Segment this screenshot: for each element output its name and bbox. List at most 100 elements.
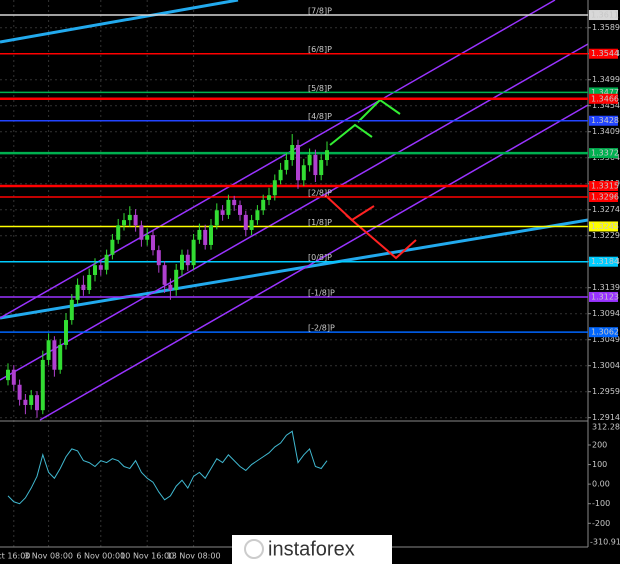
level-price-box bbox=[589, 181, 618, 192]
level-name: [4/8]P bbox=[308, 112, 332, 121]
candle-body bbox=[139, 225, 144, 240]
y-tick-label: 1.3274 bbox=[592, 205, 620, 214]
candle-body bbox=[290, 145, 295, 161]
candle-body bbox=[6, 369, 10, 381]
candle-body bbox=[151, 235, 155, 251]
arrow bbox=[345, 214, 417, 260]
trend-line bbox=[0, 218, 589, 320]
candle-body bbox=[11, 369, 16, 385]
candle-body bbox=[87, 274, 92, 291]
candle-body bbox=[17, 384, 22, 400]
candle-body bbox=[98, 265, 103, 270]
watermark-box bbox=[232, 535, 392, 564]
candle-body bbox=[284, 160, 289, 170]
candle-body bbox=[162, 265, 167, 285]
level-price-box bbox=[589, 327, 618, 338]
level-price-label: 1.3123 bbox=[591, 292, 619, 301]
candle-body bbox=[249, 220, 254, 230]
candle-body bbox=[69, 299, 74, 321]
candle-body bbox=[255, 210, 260, 221]
candle-body bbox=[243, 214, 248, 230]
level-price-label: 1.3245 bbox=[591, 222, 619, 231]
candle-body bbox=[319, 160, 324, 176]
y-tick-label: 1.3049 bbox=[592, 335, 620, 344]
level-price-label: 1.3315 bbox=[591, 182, 619, 191]
y-tick-label: 1.3409 bbox=[592, 127, 620, 136]
x-tick-label: 10 Nov 16:00 bbox=[120, 552, 174, 561]
candle-body bbox=[307, 154, 312, 166]
y-tick-label: 1.3499 bbox=[592, 75, 620, 84]
candle-body bbox=[58, 344, 63, 370]
level-price-label: 1.3466 bbox=[591, 94, 619, 103]
y-tick-label: 1.3004 bbox=[592, 361, 620, 370]
candle-body bbox=[209, 225, 213, 245]
candle-body bbox=[93, 265, 97, 275]
level-name: [2/8]P bbox=[308, 189, 332, 198]
y-limit-label: -310.914 bbox=[590, 538, 620, 547]
y-tick-label: 1.2914 bbox=[592, 413, 620, 422]
x-tick-label: 3 Nov 08:00 bbox=[24, 552, 73, 561]
y-tick-label: 200 bbox=[592, 440, 607, 449]
candle-body bbox=[301, 165, 306, 181]
level-name: [0/8]P bbox=[308, 253, 332, 262]
x-tick-label: ct 16:00 bbox=[0, 552, 30, 561]
candle-body bbox=[64, 320, 68, 345]
candle-body bbox=[23, 399, 28, 405]
level-price-box bbox=[589, 87, 618, 98]
level-name: [-1/8]P bbox=[308, 288, 335, 297]
arrow bbox=[329, 123, 373, 146]
candle-body bbox=[325, 150, 329, 161]
candle-body bbox=[272, 180, 277, 196]
candle-body bbox=[110, 239, 115, 255]
candle-body bbox=[180, 254, 184, 270]
candle-body bbox=[116, 225, 121, 240]
candle-body bbox=[127, 214, 132, 221]
y-tick-label: 1.3229 bbox=[592, 231, 620, 240]
level-price-box bbox=[589, 291, 618, 302]
x-tick-label: 6 Nov 00:00 bbox=[76, 552, 125, 561]
level-name: [1/8]P bbox=[308, 218, 332, 227]
trend-line bbox=[0, 0, 239, 44]
y-tick-label: 1.3589 bbox=[592, 23, 620, 32]
y-tick-label: 1.3094 bbox=[592, 309, 620, 318]
grid: 1.29141.29591.30041.30491.30941.31391.31… bbox=[0, 0, 620, 547]
y-tick-label: 1.2959 bbox=[592, 387, 620, 396]
level-name: [-2/8]P bbox=[308, 324, 335, 333]
candle-body bbox=[197, 229, 202, 240]
level-price-box bbox=[589, 256, 618, 267]
level-price-box bbox=[589, 221, 618, 232]
y-tick-label: 0.00 bbox=[592, 480, 610, 489]
candle-body bbox=[278, 169, 283, 181]
candle-body bbox=[81, 284, 86, 291]
candle-body bbox=[185, 254, 190, 266]
level-price-label: 1.3372 bbox=[591, 149, 619, 158]
watermark: instaforex bbox=[268, 538, 355, 560]
candle-body bbox=[267, 195, 271, 200]
level-price-box bbox=[589, 10, 618, 21]
level-price-label: 1.3184 bbox=[591, 257, 619, 266]
candle-body bbox=[168, 284, 173, 291]
candle-body bbox=[145, 235, 150, 240]
y-tick-label: -200 bbox=[592, 519, 610, 528]
candle-body bbox=[75, 284, 80, 300]
level-name: [7/8]P bbox=[308, 7, 332, 16]
candle-body bbox=[214, 210, 219, 226]
level-price-box bbox=[589, 148, 618, 159]
candle-body bbox=[104, 254, 109, 270]
level-name: [6/8]P bbox=[308, 45, 332, 54]
candle-body bbox=[52, 340, 57, 370]
cci-line bbox=[7, 430, 328, 505]
candle-body bbox=[133, 214, 138, 226]
candle-body bbox=[313, 154, 318, 176]
level-price-label: 1.3062 bbox=[591, 328, 619, 337]
y-tick-label: 1.3139 bbox=[592, 283, 620, 292]
candle-body bbox=[156, 250, 161, 266]
y-tick-label: 100 bbox=[592, 460, 607, 469]
candle-body bbox=[40, 359, 45, 411]
level-price-label: 1.3611 bbox=[591, 11, 619, 20]
level-price-label: 1.3477 bbox=[591, 88, 619, 97]
candle-body bbox=[226, 199, 231, 215]
y-tick-label: -100 bbox=[592, 499, 610, 508]
candle-body bbox=[220, 210, 225, 215]
